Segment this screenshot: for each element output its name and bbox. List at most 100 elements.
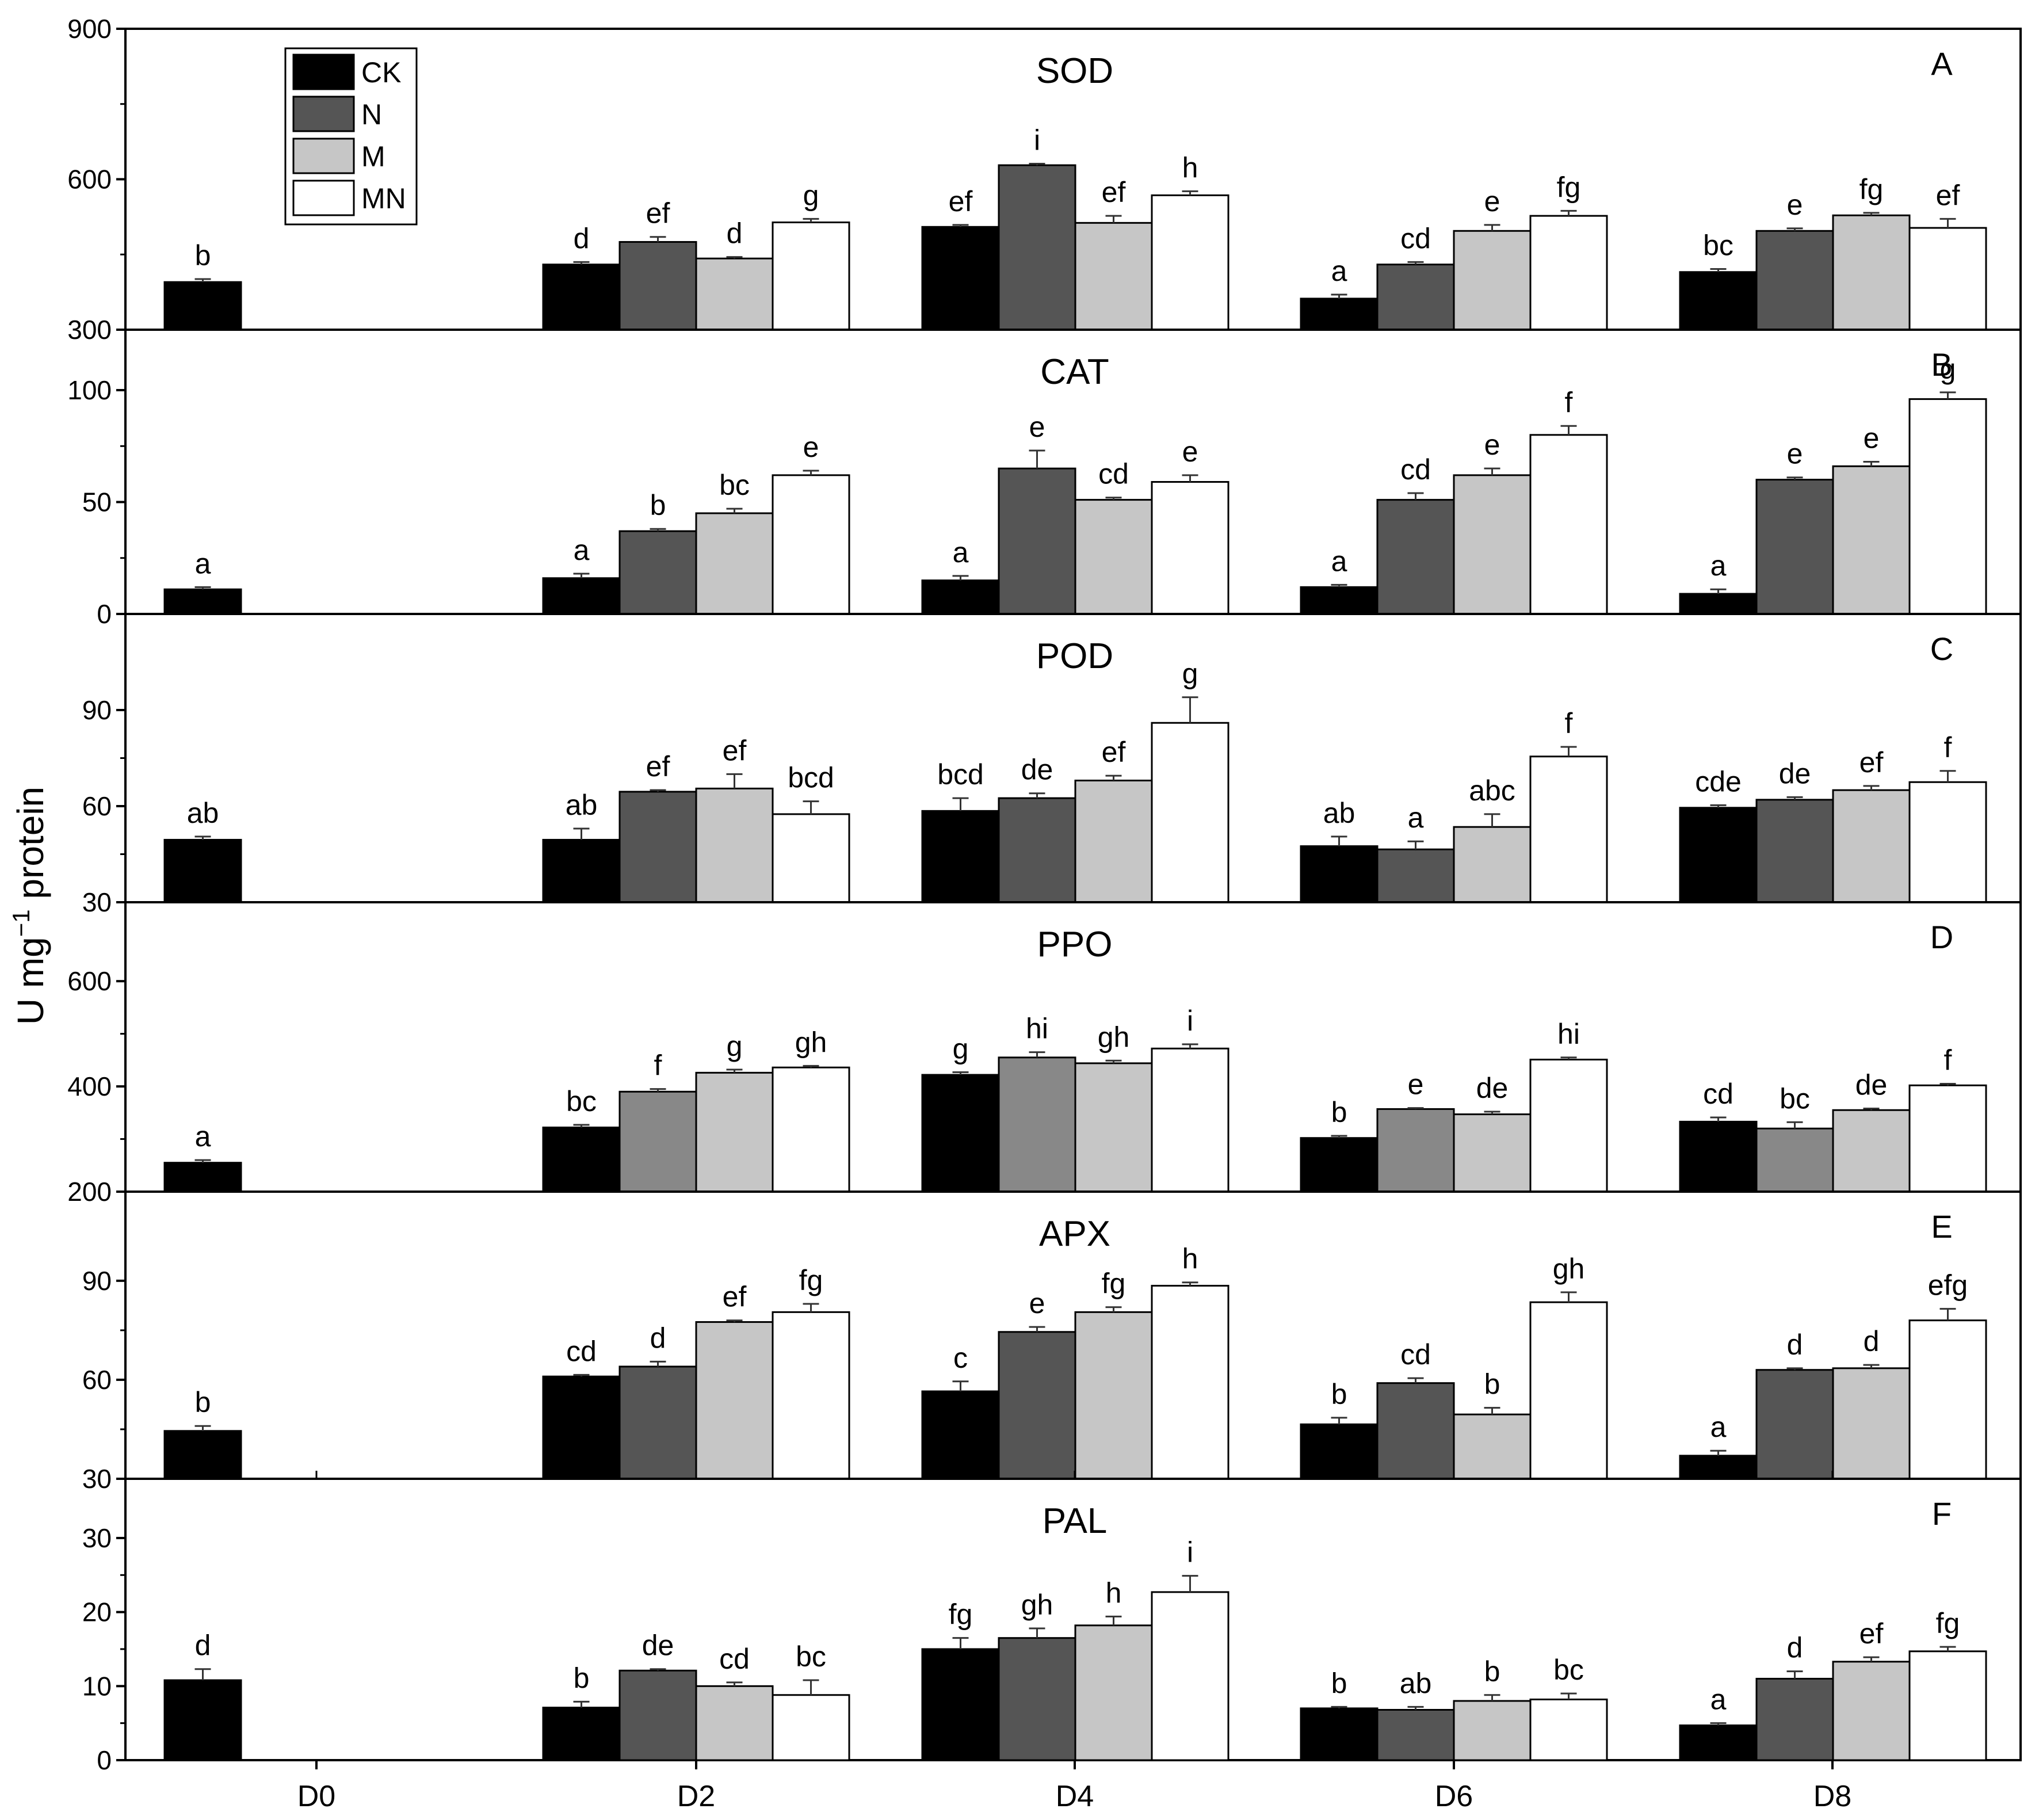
significance-label: cd [1098,458,1129,490]
significance-label: d [650,1322,666,1354]
bar-m [1453,1413,1532,1480]
bar-ck [1300,845,1379,903]
significance-label: de [1855,1069,1888,1101]
bar-m [1453,474,1532,615]
significance-label: h [1182,1243,1198,1275]
significance-label: ef [1936,179,1960,211]
significance-label: de [642,1630,674,1662]
significance-label: a [1408,802,1424,834]
significance-label: e [1182,436,1198,468]
significance-label: gh [1098,1021,1130,1053]
bar-mn [772,1694,850,1761]
y-tick-label: 400 [67,1071,112,1101]
significance-label: bc [1780,1082,1810,1115]
significance-label: f [1565,707,1573,739]
bar-m [695,1071,774,1193]
bar-ck [163,281,242,331]
significance-label: g [727,1030,743,1062]
bar-n [1376,1382,1455,1480]
bar-m [1832,1661,1911,1761]
significance-label: cd [566,1335,597,1367]
bar-mn [772,474,850,615]
panel-sod: 300 600 900 SOD Ab d ef a bc ef i cd e d ef e fg g h fg ef [67,14,2022,345]
y-tick-label: 30 [82,887,112,917]
bar-mn [1151,1047,1229,1193]
y-tick-label: 60 [82,791,112,821]
significance-label: d [1787,1632,1803,1664]
bar-m [1832,1109,1911,1193]
significance-label: d [195,1630,211,1662]
bar-ck [1679,593,1758,615]
significance-label: f [1944,1044,1952,1077]
significance-label: a [195,1120,211,1153]
significance-label: d [1787,1329,1803,1361]
bar-mn [1908,1650,1987,1761]
significance-label: d [1864,1325,1880,1357]
panel-letter: B [1931,346,1952,383]
significance-label: g [803,179,819,211]
bar-n [1755,799,1834,903]
significance-label: ab [1323,797,1355,829]
bar-m [1453,1113,1532,1193]
legend-swatch [292,96,355,132]
significance-label: e [1029,1287,1045,1319]
bar-n [1755,1677,1834,1761]
significance-label: cd [1703,1078,1733,1110]
significance-label: e [803,431,819,463]
y-tick-label: 300 [67,315,112,345]
y-axis-label: U mg−1 protein [7,787,51,1025]
bar-m [1832,789,1911,903]
significance-label: ef [1859,746,1884,779]
significance-label: de [1021,754,1053,786]
significance-label: e [1408,1069,1424,1101]
y-tick-label: 20 [82,1597,112,1627]
bar-m [695,787,774,903]
significance-label: fg [1859,173,1884,205]
bar-ck [542,1707,621,1761]
significance-label: a [1710,1411,1727,1443]
bar-mn [1529,1058,1608,1193]
significance-label: gh [1021,1589,1053,1621]
significance-label: ef [723,1281,747,1313]
significance-label: g [953,1032,969,1064]
bar-m [1074,1311,1153,1480]
significance-label: d [574,222,590,254]
panel-letter: C [1930,631,1953,667]
significance-label: i [1187,1005,1193,1037]
panel-pod: 30 60 90 POD Cab ab bcd ab cde ef de a de ef ef abc ef bc… [82,613,2022,917]
y-tick-label: 100 [67,375,112,405]
bar-mn [1529,215,1608,331]
bar-ck [1300,297,1379,331]
significance-label: cde [1695,765,1742,798]
y-tick-label: 900 [67,14,112,44]
significance-label: a [1331,255,1347,287]
bar-n [618,1365,697,1480]
x-category-label: D2 [677,1780,715,1813]
significance-label: bc [796,1640,826,1673]
bar-ck [1679,1455,1758,1480]
bar-m [1453,230,1532,331]
bar-n [1376,1708,1455,1761]
significance-label: c [953,1342,968,1374]
bar-ck [163,588,242,615]
significance-label: gh [795,1026,827,1058]
significance-label: fg [1936,1607,1960,1639]
bar-ck [1300,586,1379,615]
bar-ck [542,838,621,903]
significance-label: e [1864,422,1880,454]
bar-n [1376,499,1455,615]
significance-label: de [1476,1072,1509,1104]
panel-letter: E [1931,1208,1952,1245]
panel-title: PPO [1037,925,1113,964]
bar-mn [1908,781,1987,903]
y-tick-label: 0 [97,599,112,629]
y-tick-label: 30 [82,1464,112,1494]
bar-mn [1908,1084,1987,1193]
significance-label: e [1029,411,1045,443]
significance-label: a [1331,545,1347,577]
bar-mn [1151,722,1229,903]
significance-label: b [1484,1655,1500,1688]
significance-label: d [727,218,743,250]
